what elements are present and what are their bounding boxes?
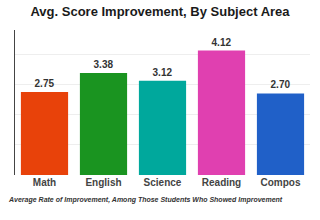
svg-text:4.12: 4.12 <box>212 37 232 48</box>
svg-text:2.70: 2.70 <box>271 79 291 90</box>
svg-text:Reading: Reading <box>202 177 241 188</box>
svg-text:2.75: 2.75 <box>35 78 55 89</box>
svg-text:Compos: Compos <box>261 177 301 188</box>
svg-text:3.38: 3.38 <box>94 59 114 70</box>
svg-text:English: English <box>85 177 121 188</box>
svg-text:Math: Math <box>33 177 56 188</box>
svg-text:Avg. Score Improvement, By Sub: Avg. Score Improvement, By Subject Area <box>30 4 290 19</box>
svg-text:3.12: 3.12 <box>153 67 173 78</box>
svg-text:Average Rate of Improvement, A: Average Rate of Improvement, Among Those… <box>8 196 283 204</box>
svg-text:Science: Science <box>144 177 182 188</box>
